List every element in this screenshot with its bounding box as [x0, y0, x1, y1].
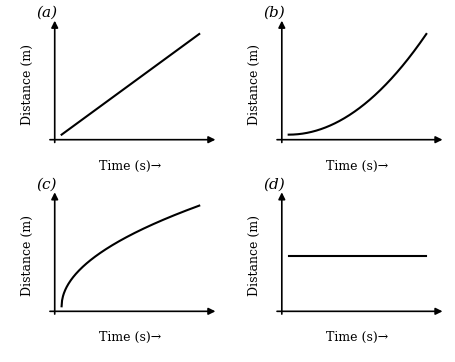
Text: Time (s)→: Time (s)→ [99, 160, 161, 173]
Text: (b): (b) [263, 6, 285, 20]
Text: Time (s)→: Time (s)→ [326, 160, 388, 173]
Text: (a): (a) [36, 6, 57, 20]
Text: Time (s)→: Time (s)→ [326, 331, 388, 344]
Text: Distance (m): Distance (m) [248, 44, 260, 125]
Text: Distance (m): Distance (m) [248, 215, 260, 296]
Text: Time (s)→: Time (s)→ [99, 331, 161, 344]
Text: (c): (c) [36, 178, 57, 192]
Text: (d): (d) [263, 178, 285, 192]
Text: Distance (m): Distance (m) [21, 215, 34, 296]
Text: Distance (m): Distance (m) [21, 44, 34, 125]
